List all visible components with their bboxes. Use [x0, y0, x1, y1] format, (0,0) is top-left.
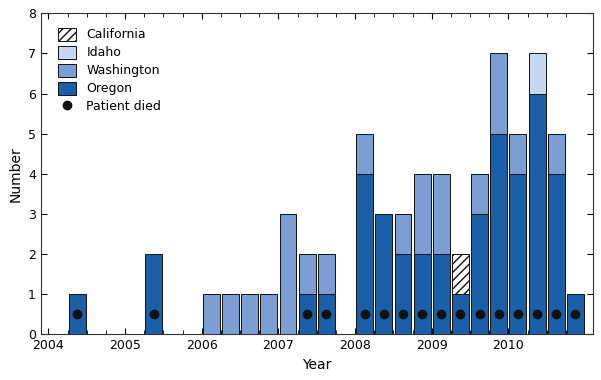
- Bar: [376, 214, 392, 334]
- Bar: [548, 134, 565, 174]
- Bar: [394, 214, 411, 254]
- Bar: [318, 294, 335, 334]
- Y-axis label: Number: Number: [8, 146, 22, 202]
- Bar: [490, 134, 507, 334]
- Bar: [433, 254, 450, 334]
- Bar: [471, 174, 488, 214]
- Bar: [471, 214, 488, 334]
- Bar: [222, 294, 239, 334]
- Bar: [299, 294, 316, 334]
- Bar: [260, 294, 277, 334]
- Bar: [279, 214, 296, 334]
- Bar: [394, 254, 411, 334]
- X-axis label: Year: Year: [302, 358, 331, 372]
- Bar: [510, 134, 526, 174]
- Bar: [548, 174, 565, 334]
- Bar: [241, 294, 258, 334]
- Bar: [567, 294, 584, 334]
- Bar: [510, 174, 526, 334]
- Legend: California, Idaho, Washington, Oregon, Patient died: California, Idaho, Washington, Oregon, P…: [52, 23, 166, 119]
- Bar: [356, 174, 373, 334]
- Bar: [356, 134, 373, 174]
- Bar: [145, 254, 162, 334]
- Bar: [318, 254, 335, 294]
- Bar: [413, 174, 430, 254]
- Bar: [299, 254, 316, 294]
- Bar: [529, 93, 546, 334]
- Bar: [69, 294, 85, 334]
- Bar: [433, 174, 450, 254]
- Bar: [203, 294, 220, 334]
- Bar: [413, 254, 430, 334]
- Bar: [452, 294, 469, 334]
- Bar: [529, 54, 546, 93]
- Bar: [490, 54, 507, 134]
- Bar: [452, 254, 469, 294]
